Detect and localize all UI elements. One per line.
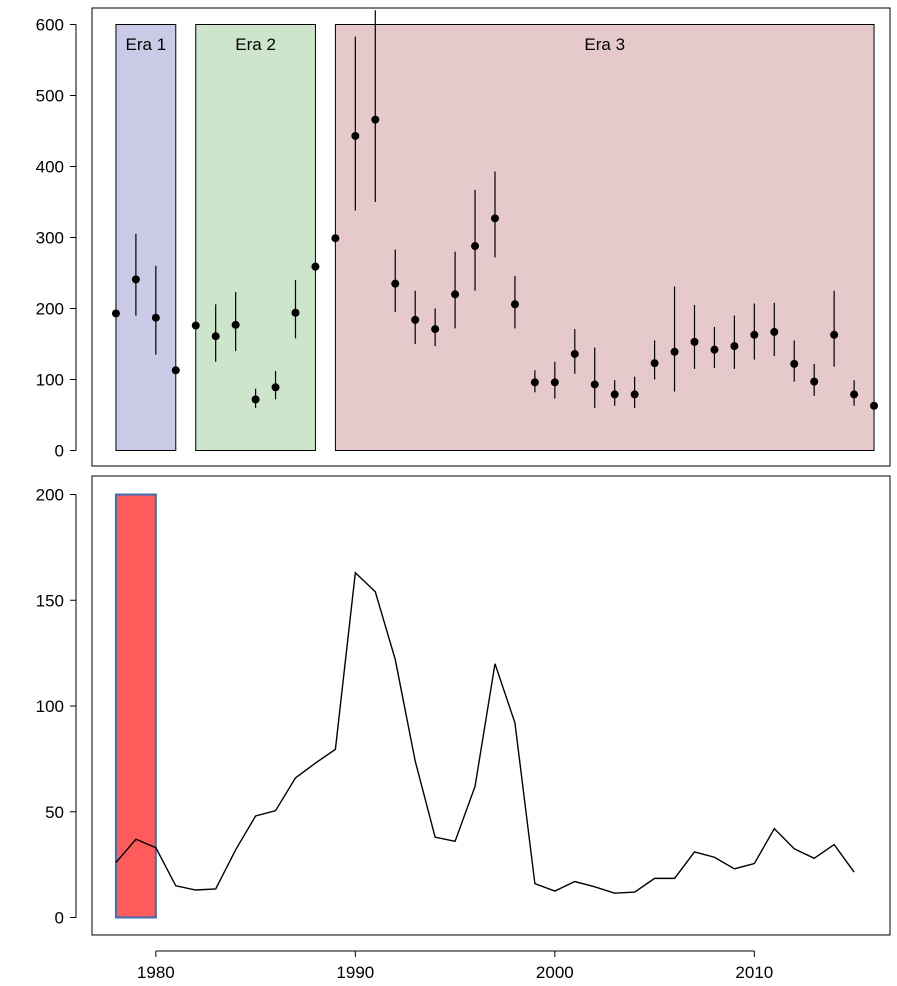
x-tick-label: 1980	[137, 963, 175, 982]
data-point	[530, 378, 539, 387]
top-y-tick-label: 300	[36, 229, 64, 248]
data-point	[151, 313, 160, 322]
data-point	[590, 380, 599, 389]
bottom-y-tick-label: 0	[55, 909, 64, 928]
era-band	[115, 24, 177, 451]
data-point	[790, 359, 799, 368]
top-panel: Era 1 Era 2 Era 3 0 100 200 300 400 500 600	[36, 7, 891, 467]
data-point	[351, 131, 360, 140]
era-band	[195, 24, 316, 451]
data-point	[251, 395, 260, 404]
data-point	[451, 290, 460, 299]
data-point	[870, 401, 879, 410]
bottom-y-tick-label: 50	[45, 803, 64, 822]
era-band	[334, 24, 875, 451]
data-point	[610, 390, 619, 399]
bottom-plot-frame	[91, 475, 891, 936]
data-point	[471, 242, 480, 251]
data-point	[770, 327, 779, 336]
data-point	[191, 321, 200, 330]
data-point	[710, 345, 719, 354]
data-point	[391, 279, 400, 288]
data-point	[411, 315, 420, 324]
data-point	[431, 325, 440, 334]
x-tick-label: 2000	[536, 963, 574, 982]
top-y-tick-label: 600	[36, 16, 64, 35]
data-point	[171, 366, 180, 375]
data-point	[131, 275, 140, 284]
x-tick-label: 1990	[336, 963, 374, 982]
x-tick-label: 2010	[735, 963, 773, 982]
era-label: Era 1	[126, 35, 167, 54]
data-point	[490, 214, 499, 223]
data-point	[690, 337, 699, 346]
data-point	[371, 115, 380, 124]
bottom-y-tick-label: 100	[36, 697, 64, 716]
data-point	[331, 234, 340, 243]
era-label: Era 2	[235, 35, 276, 54]
data-point	[570, 349, 579, 358]
top-y-tick-label: 100	[36, 371, 64, 390]
highlight-rect	[114, 493, 157, 919]
data-point	[211, 332, 220, 341]
data-point	[850, 390, 859, 399]
data-point	[271, 383, 280, 392]
top-y-tick-label: 200	[36, 300, 64, 319]
top-y-tick-label: 0	[55, 442, 64, 461]
series-line	[115, 571, 855, 894]
data-point	[830, 330, 839, 339]
bottom-y-tick-label: 200	[36, 486, 64, 505]
data-point	[670, 347, 679, 356]
data-point	[111, 309, 120, 318]
data-point	[550, 378, 559, 387]
data-point	[291, 308, 300, 317]
data-point	[730, 342, 739, 351]
data-point	[630, 390, 639, 399]
data-point	[810, 377, 819, 386]
era-label: Era 3	[584, 35, 625, 54]
data-point	[650, 359, 659, 368]
data-point	[510, 300, 519, 309]
top-y-tick-label: 400	[36, 158, 64, 177]
bottom-panel: 0 50 100 150 200 1980 1990 2000 2010	[36, 475, 891, 982]
data-point	[231, 320, 240, 329]
data-point	[750, 330, 759, 339]
top-y-tick-label: 500	[36, 87, 64, 106]
bottom-y-tick-label: 150	[36, 591, 64, 610]
data-point	[311, 262, 320, 271]
